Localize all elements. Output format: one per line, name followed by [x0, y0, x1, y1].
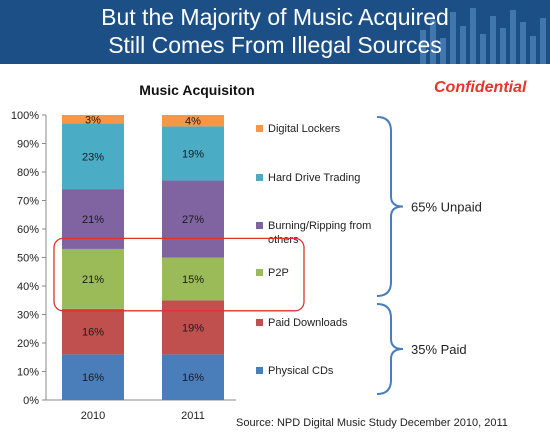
data-label: 23%	[82, 151, 104, 163]
equalizer-decoration	[420, 8, 546, 64]
data-label: 19%	[182, 322, 204, 334]
bar-segment-p2p	[62, 248, 124, 309]
legend-label: Physical CDs	[268, 365, 334, 377]
bar-segment-physical-cds	[162, 354, 224, 400]
data-label: 16%	[182, 372, 204, 384]
legend-swatch	[256, 319, 263, 326]
y-tick-label: 30%	[17, 310, 39, 322]
y-tick-label: 100%	[11, 110, 39, 122]
chart-title: Music Acquisiton	[139, 82, 254, 98]
bar-segment-paid-downloads	[162, 300, 224, 355]
legend-label: Hard Drive Trading	[268, 172, 360, 184]
bar-segment-digital-lockers	[162, 115, 224, 127]
data-label: 19%	[182, 148, 204, 160]
slide-title-line-1: But the Majority of Music Acquired	[101, 4, 449, 30]
data-label: 3%	[85, 114, 101, 126]
bar-segment-burning-ripping-from-others	[162, 180, 224, 258]
legend-swatch	[256, 125, 263, 132]
bar-segment-p2p	[162, 257, 224, 301]
y-tick-label: 20%	[17, 338, 39, 350]
y-tick-label: 10%	[17, 367, 39, 379]
unpaid-brace	[376, 116, 404, 297]
y-tick-label: 40%	[17, 281, 39, 293]
p2p-highlight-box	[53, 237, 305, 312]
music-acquisition-chart: Music Acquisiton 0% 10% 20% 30% 40% 50% 60% 70%…	[11, 82, 508, 429]
bar-segment-paid-downloads	[62, 308, 124, 355]
legend-label: P2P	[268, 267, 289, 279]
y-tick-label: 50%	[17, 253, 39, 265]
title-banner: But the Majority of Music Acquired Still…	[0, 0, 550, 64]
bar-segment-hard-drive-trading	[162, 126, 224, 181]
x-category-label: 2011	[181, 410, 205, 422]
legend-swatch	[256, 367, 263, 374]
legend-label: Burning/Ripping from	[268, 220, 371, 232]
data-label: 16%	[82, 327, 104, 339]
slide-title-line-2: Still Comes From Illegal Sources	[108, 32, 442, 58]
confidential-label: Confidential	[434, 79, 527, 96]
data-label: 21%	[82, 214, 104, 226]
y-tick-label: 70%	[17, 196, 39, 208]
y-tick-label: 80%	[17, 167, 39, 179]
data-label: 27%	[182, 214, 204, 226]
legend-label: Paid Downloads	[268, 317, 348, 329]
paid-annotation: 35% Paid	[411, 342, 467, 357]
data-label: 21%	[82, 274, 104, 286]
bar-segment-hard-drive-trading	[62, 123, 124, 190]
data-label: 16%	[82, 372, 104, 384]
bar-segment-physical-cds	[62, 354, 124, 400]
legend-label: Digital Lockers	[268, 123, 341, 135]
source-note: Source: NPD Digital Music Study December…	[236, 417, 508, 429]
y-tick-label: 60%	[17, 224, 39, 236]
legend-swatch	[256, 222, 263, 229]
unpaid-annotation: 65% Unpaid	[411, 200, 482, 215]
legend-label: others	[268, 234, 299, 246]
x-category-label: 2010	[81, 410, 105, 422]
data-label: 15%	[182, 274, 204, 286]
y-tick-label: 90%	[17, 139, 39, 151]
paid-brace	[376, 303, 404, 395]
data-label: 4%	[185, 116, 201, 128]
bar-segment-digital-lockers	[62, 115, 124, 124]
y-tick-label: 0%	[23, 395, 39, 407]
legend-swatch	[256, 269, 263, 276]
legend-swatch	[256, 174, 263, 181]
